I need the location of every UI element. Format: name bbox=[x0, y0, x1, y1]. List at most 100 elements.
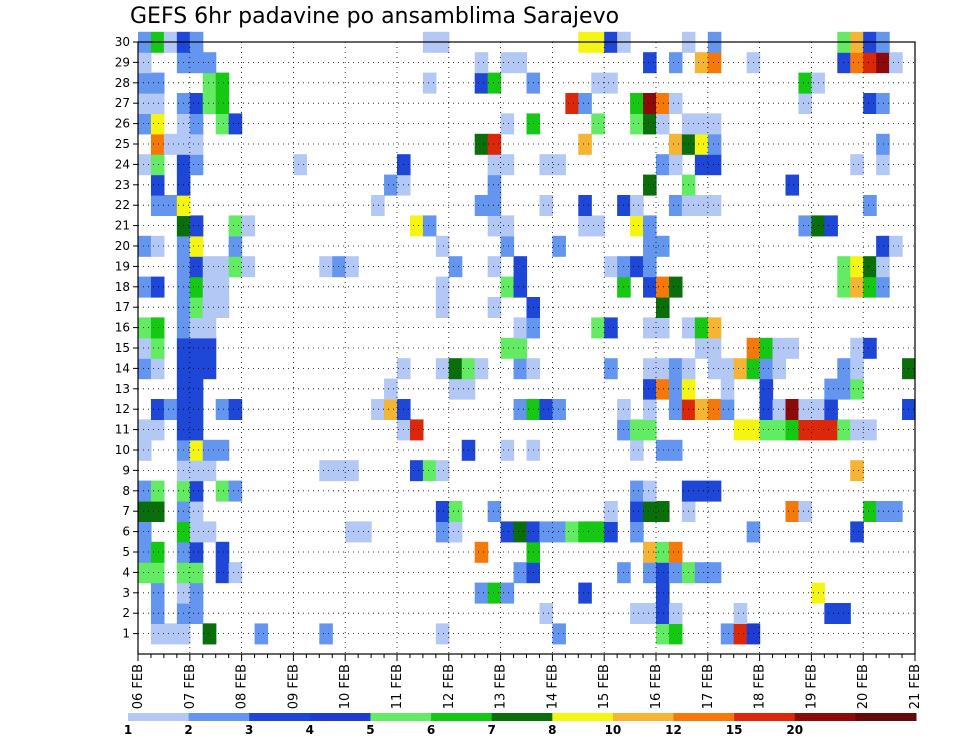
precip-cell bbox=[435, 623, 450, 645]
precip-cell bbox=[656, 276, 670, 298]
precip-cell bbox=[138, 93, 152, 114]
y-tick-label: 15 bbox=[115, 341, 130, 355]
precip-cell bbox=[720, 399, 735, 420]
colorbar: 1 2 3 4 5 6 7 8 10 12 15 20 bbox=[124, 713, 917, 737]
precip-cell bbox=[694, 337, 709, 359]
precip-cell bbox=[668, 378, 683, 400]
precip-cell bbox=[215, 439, 230, 461]
precip-cell bbox=[474, 52, 489, 74]
precip-cell bbox=[150, 562, 165, 584]
precip-cell bbox=[163, 399, 178, 420]
precip-cell bbox=[500, 521, 515, 543]
precip-cell bbox=[604, 521, 618, 543]
precip-cell bbox=[215, 72, 230, 94]
y-tick-label: 3 bbox=[122, 586, 130, 600]
precip-cell bbox=[189, 133, 204, 155]
precip-cell bbox=[656, 562, 670, 584]
precip-cell bbox=[150, 603, 165, 624]
colorbar-swatch bbox=[128, 713, 190, 721]
precip-cell bbox=[759, 378, 774, 400]
precip-cell bbox=[850, 521, 864, 543]
precip-cell bbox=[150, 174, 165, 196]
colorbar-swatch bbox=[309, 713, 371, 721]
y-tick-label: 2 bbox=[122, 606, 130, 620]
precip-cell bbox=[565, 521, 579, 543]
precip-cell bbox=[474, 358, 489, 380]
precip-cell bbox=[138, 419, 152, 441]
y-tick-label: 10 bbox=[115, 443, 130, 457]
precip-cell bbox=[850, 256, 864, 278]
precip-cell bbox=[189, 113, 204, 135]
precip-cell bbox=[785, 501, 800, 522]
precip-cell bbox=[694, 317, 709, 339]
precip-cell bbox=[189, 337, 204, 359]
precip-cell bbox=[332, 256, 346, 278]
precip-cell bbox=[630, 521, 644, 543]
precip-cell bbox=[824, 399, 838, 420]
precip-cell bbox=[539, 399, 553, 420]
precip-cell bbox=[643, 174, 657, 196]
precip-cell bbox=[694, 195, 709, 216]
colorbar-label: 3 bbox=[245, 723, 253, 737]
precip-cell bbox=[150, 154, 165, 176]
colorbar-label: 6 bbox=[427, 723, 435, 737]
precip-cell bbox=[656, 378, 670, 400]
precip-cell bbox=[435, 460, 450, 482]
precip-cell bbox=[850, 358, 864, 380]
colorbar-label: 20 bbox=[786, 723, 803, 737]
precip-cell bbox=[863, 195, 877, 216]
x-tick-label: 12 FEB bbox=[442, 664, 457, 709]
y-tick-label: 26 bbox=[115, 117, 130, 131]
y-tick-label: 28 bbox=[115, 76, 130, 90]
precip-cell bbox=[863, 52, 877, 74]
precip-cell bbox=[487, 174, 502, 196]
precip-cell bbox=[876, 256, 890, 278]
colorbar-swatch bbox=[794, 713, 856, 721]
precip-cell bbox=[319, 256, 333, 278]
precip-cell bbox=[345, 256, 359, 278]
y-tick-label: 22 bbox=[115, 198, 130, 212]
precip-cell bbox=[668, 562, 683, 584]
precip-cell bbox=[643, 399, 657, 420]
precip-cell bbox=[694, 480, 709, 502]
precip-cell bbox=[850, 337, 864, 359]
precip-cell bbox=[643, 562, 657, 584]
precip-cell bbox=[863, 256, 877, 278]
precip-cell bbox=[189, 480, 204, 502]
precip-cell bbox=[513, 337, 528, 359]
precip-cell bbox=[215, 480, 230, 502]
precip-cell bbox=[150, 541, 165, 563]
precip-cell bbox=[552, 235, 566, 257]
precip-cell bbox=[202, 297, 217, 318]
precip-cell bbox=[656, 439, 670, 461]
precip-cell bbox=[487, 297, 502, 318]
precip-cell bbox=[643, 317, 657, 339]
precip-cell bbox=[798, 501, 812, 522]
precip-cell bbox=[578, 582, 592, 604]
precip-cell bbox=[202, 52, 217, 74]
colorbar-swatch bbox=[491, 713, 553, 721]
precip-cell bbox=[150, 235, 165, 257]
precip-cell bbox=[656, 358, 670, 380]
precip-cell bbox=[798, 399, 812, 420]
y-tick-label: 19 bbox=[115, 259, 130, 273]
precip-cell bbox=[668, 52, 683, 74]
precip-cell bbox=[138, 276, 152, 298]
precip-cell bbox=[656, 623, 670, 645]
precip-cell bbox=[189, 378, 204, 400]
precip-cell bbox=[668, 133, 683, 155]
precip-cell bbox=[837, 358, 851, 380]
y-tick-label: 1 bbox=[122, 627, 130, 641]
precip-cell bbox=[138, 501, 152, 522]
colorbar-label: 10 bbox=[605, 723, 622, 737]
precip-cell bbox=[189, 439, 204, 461]
y-tick-label: 9 bbox=[122, 463, 130, 477]
precip-cell bbox=[150, 93, 165, 114]
precip-cell bbox=[332, 460, 346, 482]
colorbar-label: 1 bbox=[124, 723, 132, 737]
precip-cell bbox=[500, 215, 515, 237]
colorbar-label: 12 bbox=[665, 723, 682, 737]
precip-cell bbox=[552, 399, 566, 420]
precip-cell bbox=[837, 603, 851, 624]
